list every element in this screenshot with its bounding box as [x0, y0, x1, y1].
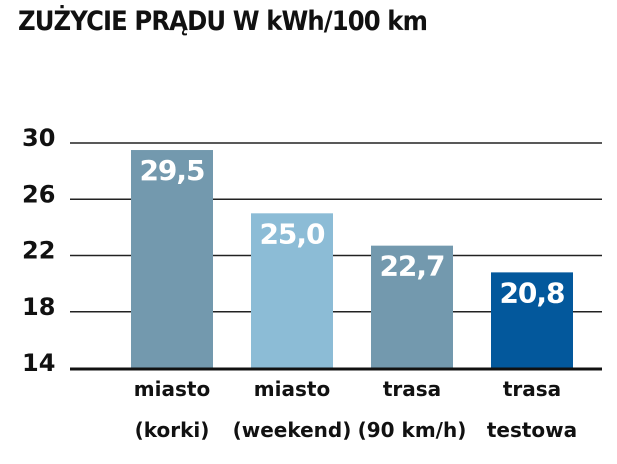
bar-value-label: 25,0	[259, 217, 325, 250]
bar-value-label: 29,5	[139, 154, 204, 187]
y-tick-label: 26	[22, 180, 55, 208]
bar-value-label: 22,7	[379, 250, 444, 283]
y-tick-label: 14	[22, 349, 55, 377]
bar-value-label: 20,8	[499, 276, 564, 309]
bar	[131, 150, 213, 368]
category-labels: miasto (korki) miasto (weekend) trasa (90 km/…	[134, 377, 577, 442]
category-label: miasto	[254, 377, 330, 401]
category-label: (korki)	[135, 418, 210, 442]
y-tick-label: 22	[22, 237, 55, 265]
category-label: testowa	[487, 418, 577, 442]
bar	[371, 245, 453, 368]
y-tick-labels: 30 26 22 18 14	[22, 124, 55, 377]
bar	[491, 272, 573, 368]
chart-title: ZUŻYCIE PRĄDU W kWh/100 km	[18, 6, 428, 37]
bars	[131, 150, 573, 368]
category-label: trasa	[503, 377, 561, 401]
y-tick-label: 30	[22, 124, 55, 152]
category-label: miasto	[134, 377, 210, 401]
category-label: trasa	[383, 377, 441, 401]
value-labels: 29,5 25,0 22,7 20,8	[139, 154, 565, 309]
bar	[251, 213, 333, 368]
category-label: (90 km/h)	[358, 418, 467, 442]
category-label: (weekend)	[233, 418, 352, 442]
y-tick-label: 18	[22, 293, 55, 321]
